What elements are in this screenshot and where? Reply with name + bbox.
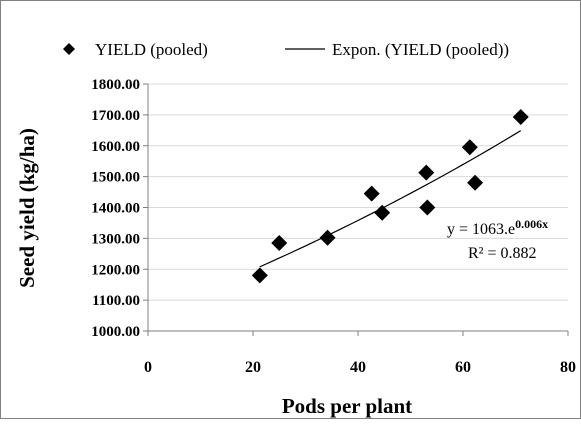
y-tick-label: 1700.00 [91,108,140,124]
data-point-diamond [374,204,391,221]
x-tick-label: 60 [455,359,471,376]
exponential-trendline [259,130,522,268]
data-points [251,109,529,284]
y-tick-label: 1000.00 [91,324,140,340]
data-point-diamond [512,109,529,126]
y-tick-label: 1100.00 [92,293,140,309]
x-tick-label: 20 [245,359,261,376]
x-tick-label: 80 [560,359,576,376]
trendline-group [259,130,522,268]
legend-trend-label: Expon. (YIELD (pooled)) [332,40,509,59]
axes [143,83,569,336]
grid-lines [148,83,568,301]
r-squared-label: R² = 0.882 [468,245,537,262]
equation-exponent: 0.006x [515,217,548,231]
data-point-diamond [467,174,484,191]
y-axis-title: Seed yield (kg/ha) [15,128,39,288]
y-tick-label: 1300.00 [91,231,140,247]
y-tick-label: 1200.00 [91,262,140,278]
data-point-diamond [363,185,380,202]
x-tick-label: 0 [144,359,152,376]
y-tick-label: 1800.00 [91,77,140,93]
x-tick-labels: 0 20 40 60 80 [144,359,576,376]
data-point-diamond [251,267,268,284]
y-tick-label: 1500.00 [91,170,140,186]
data-point-diamond [271,235,288,252]
data-point-diamond [419,199,436,216]
data-point-diamond [319,229,336,246]
y-tick-label: 1400.00 [91,201,140,217]
data-point-diamond [461,139,478,156]
y-tick-labels: 1000.00 1100.00 1200.00 1300.00 1400.00 1500.… [91,77,140,340]
data-point-diamond [418,164,435,181]
legend: YIELD (pooled) Expon. (YIELD (pooled)) [63,40,509,59]
y-tick-label: 1600.00 [91,139,140,155]
legend-diamond-marker [63,43,75,55]
trendline-equation: y = 1063.e0.006x [447,217,548,238]
legend-series-label: YIELD (pooled) [95,40,208,59]
x-tick-label: 40 [350,359,366,376]
x-axis-title: Pods per plant [282,394,412,418]
equation-main: y = 1063.e [447,221,515,238]
